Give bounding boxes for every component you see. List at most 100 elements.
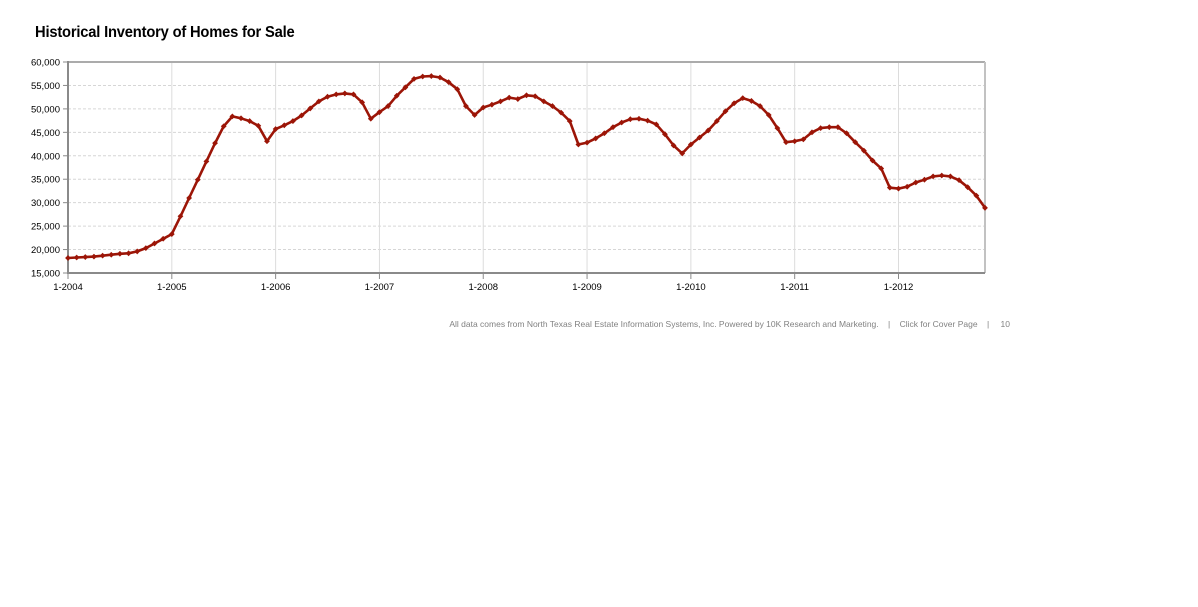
data-point-marker <box>791 138 798 145</box>
data-point-marker <box>852 139 859 146</box>
data-point-marker <box>549 103 556 109</box>
data-point-marker <box>376 109 383 116</box>
data-point-marker <box>341 90 348 97</box>
data-point-marker <box>679 150 686 157</box>
x-axis-label: 1-2010 <box>676 282 706 293</box>
data-point-marker <box>82 254 89 260</box>
data-point-marker <box>817 125 824 132</box>
y-axis-label: 25,000 <box>31 222 60 233</box>
data-point-marker <box>705 127 712 134</box>
data-point-marker <box>748 98 755 104</box>
data-point-marker <box>272 126 279 132</box>
x-axis-label: 1-2005 <box>157 282 187 293</box>
y-axis-label: 55,000 <box>31 81 60 92</box>
data-point-marker <box>731 100 738 107</box>
y-axis-label: 30,000 <box>31 198 60 209</box>
data-point-marker <box>238 115 244 122</box>
data-point-marker <box>982 204 988 211</box>
data-point-marker <box>662 131 668 138</box>
data-point-marker <box>142 245 149 252</box>
x-axis-label: 1-2009 <box>572 282 602 293</box>
data-point-marker <box>91 253 97 260</box>
y-axis-label: 60,000 <box>31 58 60 69</box>
data-point-marker <box>117 250 123 257</box>
data-point-marker <box>739 95 746 102</box>
data-point-marker <box>601 130 608 137</box>
data-point-marker <box>212 140 218 147</box>
data-point-marker <box>956 177 962 184</box>
footer: All data comes from North Texas Real Est… <box>0 319 1010 329</box>
data-point-marker <box>255 122 262 129</box>
data-point-marker <box>826 124 833 131</box>
data-source-note: All data comes from North Texas Real Est… <box>449 319 879 329</box>
cover-page-link[interactable]: Click for Cover Page <box>899 319 978 329</box>
data-point-marker <box>843 130 850 137</box>
data-point-marker <box>532 93 539 100</box>
data-line <box>66 74 987 260</box>
data-point-marker <box>428 73 435 79</box>
x-axis-label: 1-2011 <box>780 282 809 293</box>
data-point-marker <box>290 118 296 124</box>
y-axis-label: 50,000 <box>31 104 60 115</box>
data-point-marker <box>488 101 495 108</box>
data-point-marker <box>203 158 210 165</box>
data-point-marker <box>904 183 911 190</box>
data-point-marker <box>168 231 175 237</box>
data-point-marker <box>385 103 391 109</box>
data-point-marker <box>973 192 980 199</box>
data-point-marker <box>264 138 270 145</box>
data-point-marker <box>367 115 374 122</box>
data-point-marker <box>610 124 616 131</box>
data-point-marker <box>411 75 417 82</box>
data-point-marker <box>402 84 409 91</box>
data-point-marker <box>445 79 452 86</box>
data-point-marker <box>177 213 184 220</box>
data-point-marker <box>419 73 426 80</box>
data-point-marker <box>134 248 141 255</box>
data-point-marker <box>835 124 841 131</box>
data-point-marker <box>350 91 357 98</box>
data-point-marker <box>315 98 322 105</box>
data-point-marker <box>497 98 504 105</box>
data-point-marker <box>618 119 625 126</box>
data-point-marker <box>454 86 461 93</box>
data-point-marker <box>471 112 478 118</box>
y-axis-label: 45,000 <box>31 128 60 139</box>
data-point-marker <box>108 251 115 258</box>
data-point-marker <box>160 235 167 242</box>
data-point-marker <box>912 179 919 186</box>
data-point-marker <box>65 255 71 261</box>
data-point-marker <box>298 112 305 119</box>
data-point-marker <box>774 125 781 132</box>
data-point-marker <box>869 157 876 164</box>
data-point-marker <box>653 121 660 128</box>
data-point-marker <box>713 118 720 124</box>
data-point-marker <box>99 252 106 259</box>
footer-separator: | <box>986 319 990 329</box>
data-point-marker <box>359 99 366 106</box>
inventory-line-chart: 60,000 55,000 50,000 45,000 40,000 35,000 30,0… <box>31 58 988 293</box>
data-point-marker <box>194 176 201 183</box>
data-point-marker <box>186 195 193 201</box>
data-point-marker <box>324 93 331 100</box>
data-point-marker <box>540 98 547 105</box>
data-point-marker <box>437 74 443 81</box>
data-point-marker <box>73 254 80 261</box>
data-point-marker <box>333 91 340 98</box>
data-point-marker <box>636 115 642 122</box>
inventory-chart: 60,000 55,000 50,000 45,000 40,000 35,000 30,0… <box>0 0 1010 300</box>
chart-title: Historical Inventory of Homes for Sale <box>35 24 295 41</box>
data-point-marker <box>947 173 954 180</box>
data-point-marker <box>592 135 599 142</box>
data-point-marker <box>800 136 807 143</box>
data-point-marker <box>246 118 253 124</box>
data-point-marker <box>895 185 902 192</box>
footer-separator: | <box>888 319 891 329</box>
data-point-marker <box>566 118 573 124</box>
data-point-marker <box>229 113 236 120</box>
data-point-marker <box>514 96 521 102</box>
data-point-marker <box>783 139 789 146</box>
data-point-marker <box>722 108 729 115</box>
y-axis-label: 15,000 <box>31 269 60 280</box>
data-point-marker <box>281 122 288 129</box>
